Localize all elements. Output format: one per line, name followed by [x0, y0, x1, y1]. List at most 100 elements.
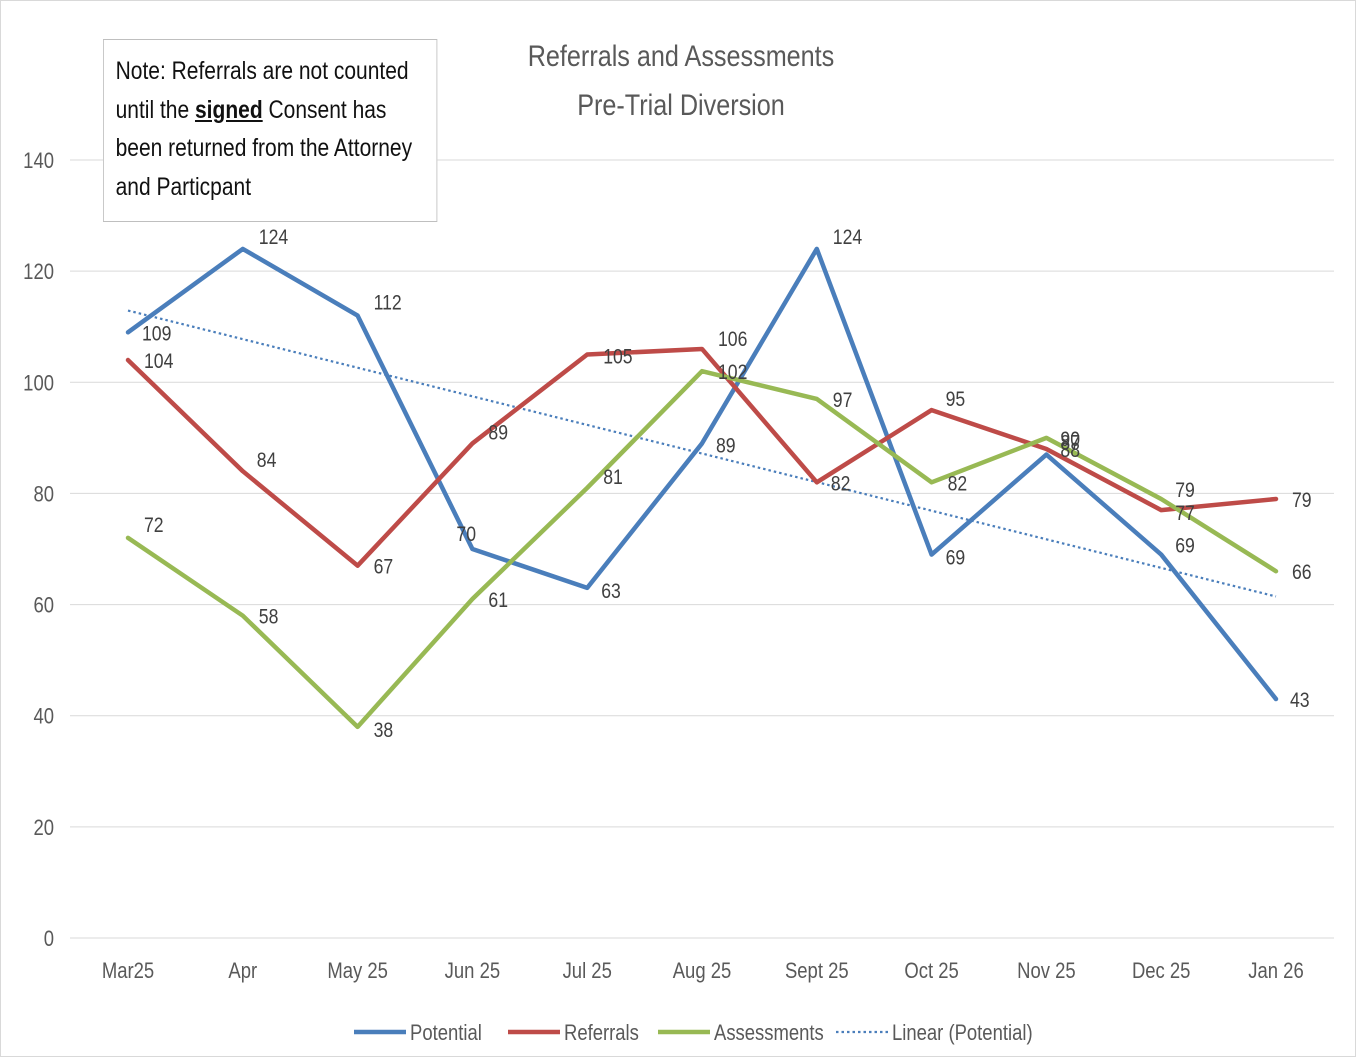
data-label-potential-10: 43 [1290, 689, 1310, 713]
data-label-potential-8-group: 87 [1060, 431, 1080, 455]
x-tick-label-1: Apr [228, 960, 257, 984]
data-label-assessments-0: 72 [144, 513, 164, 537]
y-tick-label-140-group: 140 [23, 150, 54, 174]
data-label-potential-7: 69 [946, 546, 966, 570]
legend-label-3: Linear (Potential) [892, 1022, 1033, 1046]
data-label-potential-6-group: 124 [833, 226, 863, 250]
y-tick-label-40: 40 [33, 705, 54, 729]
x-tick-label-0-group: Mar25 [102, 960, 154, 984]
series-line-assessments [125, 368, 1279, 730]
legend-label-2-group: Assessments [714, 1022, 824, 1046]
x-tick-label-5: Aug 25 [673, 960, 732, 984]
data-label-referrals-3-group: 89 [488, 421, 508, 445]
data-label-referrals-3: 89 [488, 421, 508, 445]
data-label-assessments-10: 66 [1292, 561, 1312, 585]
data-label-assessments-7: 82 [948, 472, 968, 496]
data-label-potential-6: 124 [833, 226, 863, 250]
data-label-potential-2: 112 [374, 291, 402, 315]
data-label-assessments-1-group: 58 [259, 605, 279, 629]
data-label-referrals-7: 95 [946, 388, 966, 412]
data-label-referrals-4-group: 105 [603, 345, 632, 369]
y-tick-label-120: 120 [23, 261, 54, 285]
data-label-referrals-5-group: 106 [718, 328, 747, 352]
data-label-referrals-10-group: 79 [1292, 489, 1312, 513]
data-label-assessments-2-group: 38 [374, 718, 394, 742]
x-tick-label-8: Nov 25 [1017, 960, 1075, 984]
data-label-potential-4-group: 63 [601, 579, 621, 603]
data-label-referrals-1-group: 84 [257, 449, 277, 473]
x-tick-label-2-group: May 25 [327, 960, 388, 984]
data-label-assessments-0-group: 72 [144, 513, 164, 537]
data-label-referrals-5: 106 [718, 328, 747, 352]
y-tick-label-20: 20 [33, 816, 54, 840]
data-label-potential-10-group: 43 [1290, 689, 1310, 713]
data-label-potential-3: 70 [456, 523, 476, 547]
chart-subtitle: Pre-Trial Diversion [577, 88, 785, 122]
data-label-assessments-9: 79 [1175, 479, 1195, 503]
data-label-assessments-6: 97 [833, 389, 853, 413]
y-tick-label-80-group: 80 [33, 483, 54, 507]
data-label-assessments-1: 58 [259, 605, 279, 629]
data-label-potential-2-group: 112 [374, 291, 402, 315]
data-label-potential-0-group: 109 [142, 322, 171, 346]
data-label-potential-0: 109 [142, 322, 171, 346]
x-tick-label-2: May 25 [327, 960, 388, 984]
data-label-referrals-0-group: 104 [144, 350, 174, 374]
note-box: Note: Referrals are not counted until th… [103, 39, 438, 222]
y-axis-ticks: 0 20 40 60 80 100 120 140 [23, 150, 54, 952]
data-label-potential-4: 63 [601, 579, 621, 603]
x-tick-label-6-group: Sept 25 [785, 960, 849, 984]
data-labels: 109 124 112 70 63 89 124 69 87 69 43 104 84 67 89 105 10… [142, 226, 1312, 743]
legend-item-2: Assessments [658, 1022, 824, 1046]
y-tick-label-140: 140 [23, 150, 54, 174]
data-label-potential-8: 87 [1060, 431, 1080, 455]
y-tick-label-100: 100 [23, 372, 54, 396]
data-label-assessments-7-group: 82 [948, 472, 968, 496]
data-label-assessments-5: 102 [718, 361, 747, 385]
y-tick-label-20-group: 20 [33, 816, 54, 840]
data-label-referrals-9: 77 [1175, 502, 1195, 526]
x-axis-ticks: Mar25 Apr May 25 Jun 25 Jul 25 Aug 25 Sept 25 O… [102, 960, 1304, 984]
data-label-assessments-10-group: 66 [1292, 561, 1312, 585]
x-tick-label-8-group: Nov 25 [1017, 960, 1075, 984]
x-tick-label-7-group: Oct 25 [904, 960, 958, 984]
y-tick-label-60: 60 [33, 594, 54, 618]
chart-title-group: Referrals and Assessments Pre-Trial Dive… [528, 39, 835, 122]
data-label-potential-5: 89 [716, 434, 736, 458]
data-label-referrals-6-group: 82 [831, 472, 851, 496]
x-tick-label-3: Jun 25 [445, 960, 500, 984]
legend-item-3: Linear (Potential) [836, 1022, 1033, 1046]
legend-item-0: Potential [354, 1022, 482, 1046]
data-label-potential-5-group: 89 [716, 434, 736, 458]
y-tick-label-60-group: 60 [33, 594, 54, 618]
legend-label-3-group: Linear (Potential) [892, 1022, 1033, 1046]
trendline-potential [127, 309, 1277, 598]
data-label-assessments-4: 81 [603, 465, 623, 489]
x-tick-label-3-group: Jun 25 [445, 960, 500, 984]
data-label-referrals-2-group: 67 [374, 555, 394, 579]
legend-label-0: Potential [410, 1022, 482, 1046]
chart-title: Referrals and Assessments [528, 39, 835, 73]
series-line-potential [125, 246, 1279, 702]
legend: Potential Referrals Assessments Linear (Pot… [354, 1022, 1033, 1046]
data-label-referrals-6: 82 [831, 472, 851, 496]
data-label-assessments-9-group: 79 [1175, 479, 1195, 503]
data-label-assessments-2: 38 [374, 718, 394, 742]
legend-item-1: Referrals [508, 1022, 639, 1046]
x-tick-label-4-group: Jul 25 [563, 960, 612, 984]
data-label-referrals-8-group: 88 [1060, 439, 1080, 463]
y-tick-label-0: 0 [44, 928, 54, 952]
data-label-potential-1-group: 124 [259, 226, 289, 250]
data-label-referrals-10: 79 [1292, 489, 1312, 513]
y-tick-label-0-group: 0 [44, 928, 54, 952]
data-label-referrals-2: 67 [374, 555, 394, 579]
data-label-assessments-3-group: 61 [488, 589, 508, 613]
x-tick-label-9: Dec 25 [1132, 960, 1190, 984]
note-text-before: Note: Referrals are not counted until th… [115, 57, 409, 124]
data-label-assessments-3: 61 [488, 589, 508, 613]
note-text-after: Consent has been returned from the Attor… [115, 95, 413, 201]
data-label-referrals-9-group: 77 [1175, 502, 1195, 526]
legend-label-1-group: Referrals [564, 1022, 639, 1046]
data-label-potential-7-group: 69 [946, 546, 966, 570]
x-tick-label-1-group: Apr [228, 960, 257, 984]
